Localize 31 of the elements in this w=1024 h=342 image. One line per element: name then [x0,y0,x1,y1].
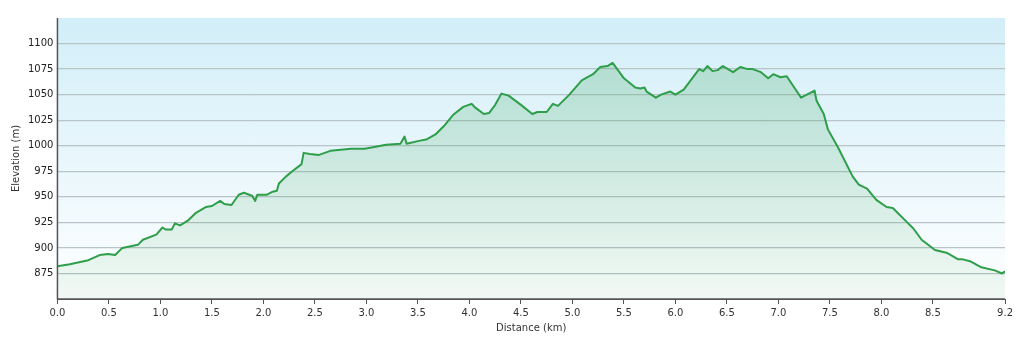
y-axis-title: Elevation (m) [9,124,21,193]
x-tick-label: 9.2 [997,306,1013,318]
x-tick-label: 8.0 [873,306,890,318]
x-tick-label: 4.5 [513,306,529,318]
y-tick-label: 925 [34,215,54,227]
x-tick-label: 6.0 [667,306,684,318]
y-tick-label: 950 [34,190,54,202]
y-tick-label: 900 [34,241,54,253]
x-tick-label: 1.5 [204,306,220,318]
y-tick-label: 1000 [28,139,54,151]
x-tick-label: 0.0 [49,306,66,318]
y-tick-label: 975 [34,164,54,176]
x-axis-title: Distance (km) [496,321,567,333]
x-tick-label: 5.5 [616,306,632,318]
y-tick-label: 1075 [28,62,54,74]
y-tick-label: 1050 [28,88,54,100]
x-tick-label: 1.0 [152,306,169,318]
x-tick-label: 4.0 [461,306,478,318]
y-tick-label: 875 [34,267,54,279]
x-tick-label: 3.5 [410,306,426,318]
x-tick-label: 0.5 [101,306,117,318]
y-tick-label: 1025 [28,113,54,125]
x-tick-label: 7.5 [822,306,838,318]
x-tick-label: 2.5 [307,306,323,318]
y-tick-label: 1100 [28,37,54,49]
x-tick-label: 3.0 [358,306,375,318]
x-tick-label: 5.0 [564,306,581,318]
x-tick-label: 6.5 [719,306,735,318]
x-tick-label: 2.0 [255,306,272,318]
x-tick-label: 7.0 [770,306,787,318]
x-tick-label: 8.5 [925,306,941,318]
